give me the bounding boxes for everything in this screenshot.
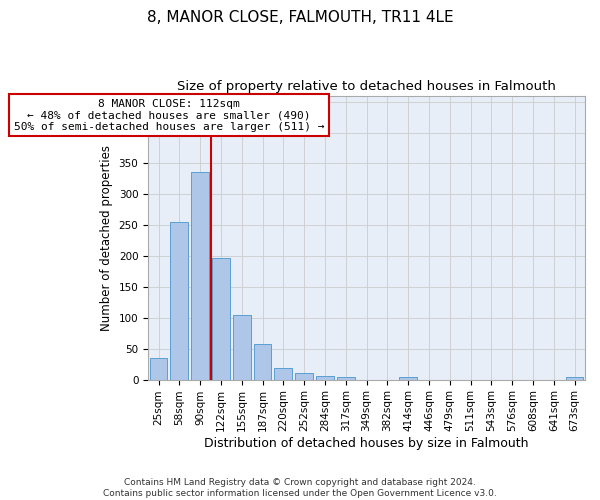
- Bar: [233, 316, 251, 380]
- Title: Size of property relative to detached houses in Falmouth: Size of property relative to detached ho…: [177, 80, 556, 93]
- Y-axis label: Number of detached properties: Number of detached properties: [100, 144, 113, 330]
- Bar: [566, 376, 583, 380]
- Text: Contains HM Land Registry data © Crown copyright and database right 2024.
Contai: Contains HM Land Registry data © Crown c…: [103, 478, 497, 498]
- Bar: [337, 376, 355, 380]
- Bar: [191, 172, 209, 380]
- Text: 8 MANOR CLOSE: 112sqm
← 48% of detached houses are smaller (490)
50% of semi-det: 8 MANOR CLOSE: 112sqm ← 48% of detached …: [14, 98, 324, 132]
- Bar: [295, 374, 313, 380]
- Bar: [274, 368, 292, 380]
- Bar: [170, 222, 188, 380]
- X-axis label: Distribution of detached houses by size in Falmouth: Distribution of detached houses by size …: [205, 437, 529, 450]
- Bar: [400, 376, 417, 380]
- Bar: [254, 344, 271, 380]
- Text: 8, MANOR CLOSE, FALMOUTH, TR11 4LE: 8, MANOR CLOSE, FALMOUTH, TR11 4LE: [146, 10, 454, 25]
- Bar: [149, 358, 167, 380]
- Bar: [212, 258, 230, 380]
- Bar: [316, 376, 334, 380]
